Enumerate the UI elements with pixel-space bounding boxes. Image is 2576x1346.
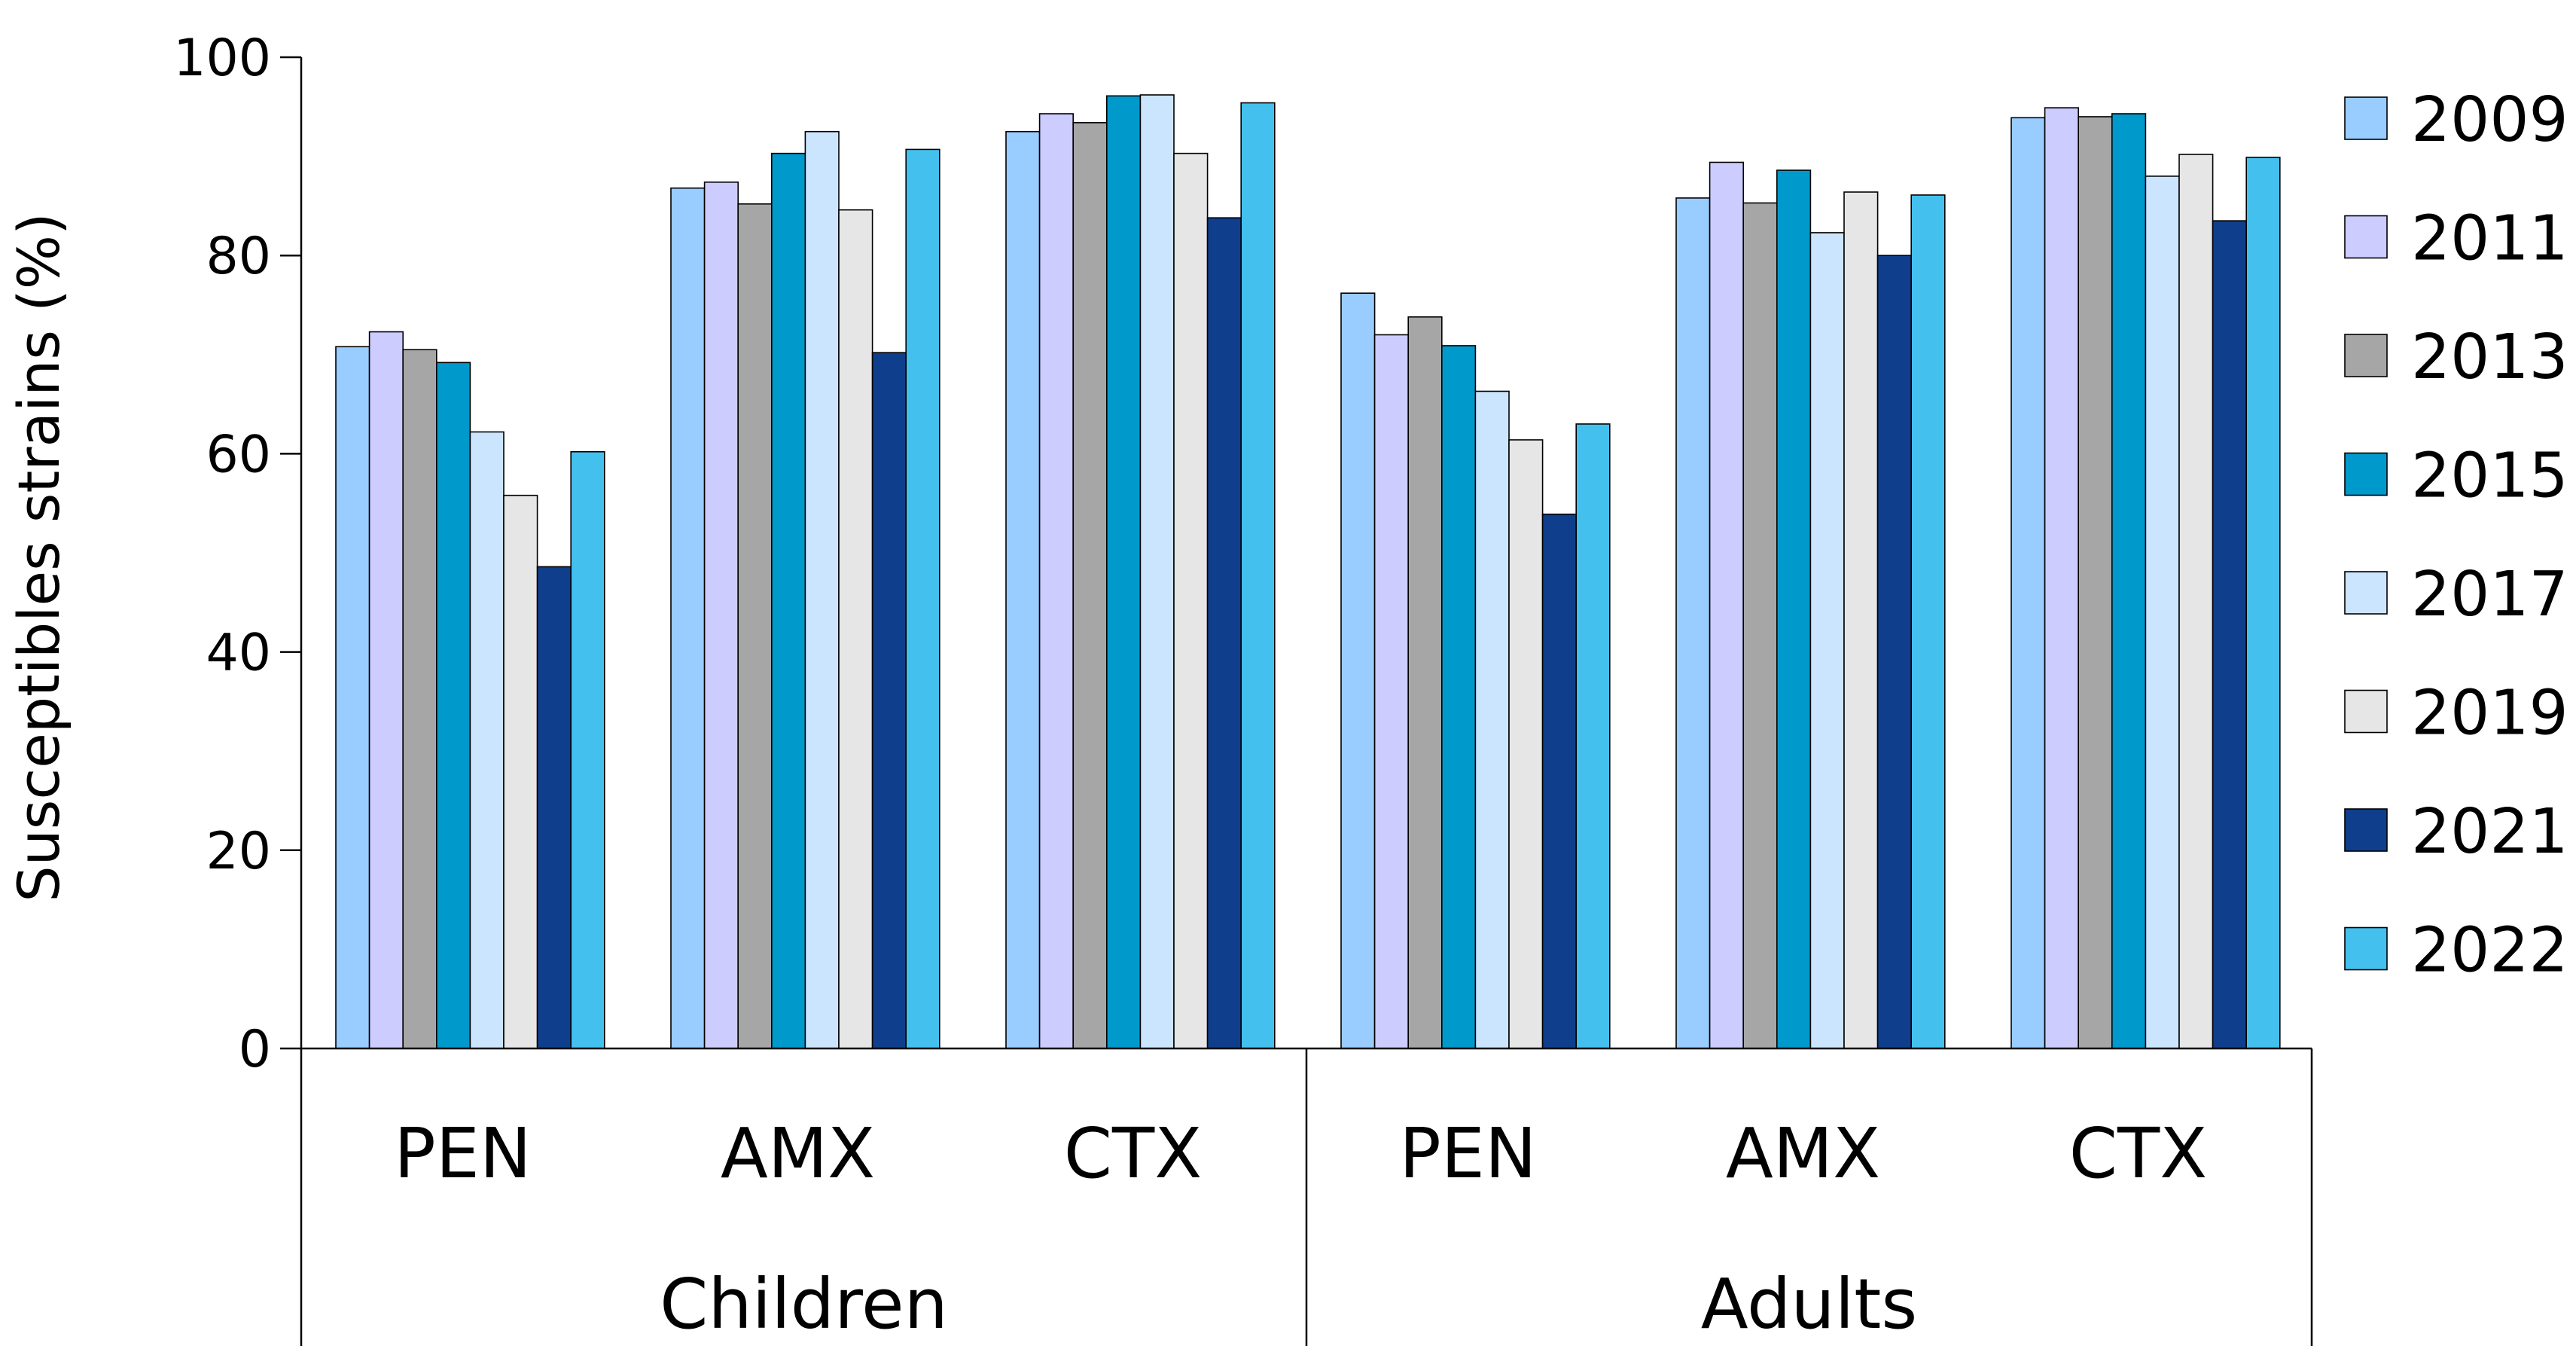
bar-2009-5	[2010, 117, 2046, 1049]
y-tick-label: 100	[173, 29, 271, 88]
bar-2011-4	[1709, 161, 1745, 1049]
bar-2011-1	[703, 182, 739, 1049]
bar-2019-5	[2178, 154, 2214, 1049]
legend-label-2019: 2019	[2411, 678, 2568, 749]
bar-2011-2	[1038, 113, 1074, 1049]
x-axis: PEN AMX CTX PEN AMX CTX Children Adults	[300, 1047, 2313, 1346]
legend-swatch-2019	[2344, 689, 2388, 734]
legend-label-2013: 2013	[2411, 322, 2568, 393]
legend-label-2022: 2022	[2411, 915, 2568, 987]
legend-label-2015: 2015	[2411, 441, 2568, 512]
bar-2017-0	[469, 431, 505, 1049]
bar-2022-0	[570, 450, 605, 1049]
bar-2017-1	[804, 130, 840, 1049]
category-label: PEN	[1399, 1113, 1536, 1194]
legend-label-2021: 2021	[2411, 796, 2568, 868]
y-tick-label: 60	[206, 425, 271, 484]
y-tick-label: 20	[206, 822, 271, 881]
legend: 2009 2011 2013 2015 2017 2019 2021 2022	[2344, 84, 2568, 987]
bar-2009-3	[1340, 292, 1376, 1049]
bar-2011-3	[1373, 334, 1409, 1049]
bar-2013-1	[737, 203, 773, 1049]
bar-2021-5	[2212, 220, 2248, 1049]
bar-2021-3	[1541, 513, 1578, 1049]
bar-2019-1	[838, 209, 873, 1049]
bar-2017-5	[2145, 175, 2180, 1049]
bar-2021-2	[1206, 217, 1242, 1049]
y-tick-label: 40	[206, 624, 271, 683]
legend-swatch-2011	[2344, 215, 2388, 259]
bar-2009-0	[335, 346, 370, 1049]
category-label: AMX	[721, 1113, 875, 1194]
legend-label-2011: 2011	[2411, 203, 2568, 275]
legend-swatch-2015	[2344, 452, 2388, 496]
bar-2022-2	[1240, 102, 1276, 1049]
bar-2022-4	[1910, 194, 1946, 1049]
y-axis-label: Susceptibles strains (%)	[5, 212, 72, 902]
bar-2022-1	[905, 148, 940, 1049]
bar-2019-4	[1843, 191, 1879, 1049]
bar-2013-0	[402, 349, 437, 1049]
legend-swatch-2017	[2344, 571, 2388, 615]
legend-label-2017: 2017	[2411, 559, 2568, 630]
bar-2013-4	[1742, 202, 1778, 1049]
bar-2017-2	[1139, 94, 1175, 1049]
category-label: CTX	[1064, 1113, 1202, 1194]
bar-2015-4	[1776, 169, 1812, 1049]
bar-2011-5	[2044, 107, 2080, 1049]
bar-2017-3	[1474, 390, 1510, 1049]
bar-2022-5	[2245, 157, 2281, 1049]
group-label: Children	[660, 1264, 948, 1344]
bar-2022-3	[1575, 423, 1611, 1049]
bar-2009-4	[1675, 197, 1711, 1049]
y-axis: 0 20 40 60 80 100	[173, 29, 303, 1079]
bar-2015-2	[1106, 95, 1142, 1049]
bar-2009-1	[670, 187, 706, 1049]
legend-swatch-2022	[2344, 926, 2388, 971]
bar-2019-2	[1173, 152, 1209, 1049]
bar-2015-1	[771, 152, 806, 1049]
bar-2021-4	[1876, 255, 1913, 1049]
y-tick-label: 0	[239, 1020, 271, 1079]
category-label: AMX	[1726, 1113, 1880, 1194]
legend-swatch-2013	[2344, 334, 2388, 377]
bar-2015-5	[2111, 113, 2147, 1049]
bar-2011-0	[368, 331, 404, 1049]
bar-2015-3	[1441, 345, 1477, 1049]
bars	[335, 94, 2281, 1049]
category-label: PEN	[394, 1113, 531, 1194]
bar-2021-0	[536, 566, 572, 1049]
bar-2013-3	[1407, 316, 1443, 1049]
bar-2013-5	[2078, 116, 2113, 1049]
bar-2009-2	[1005, 130, 1041, 1049]
group-label: Adults	[1701, 1264, 1918, 1344]
bar-2015-0	[435, 362, 471, 1049]
bar-2013-2	[1072, 122, 1108, 1049]
category-label: CTX	[2069, 1113, 2207, 1194]
bar-2019-0	[503, 494, 538, 1049]
bar-2021-1	[871, 352, 907, 1049]
legend-swatch-2021	[2344, 808, 2388, 852]
bar-2019-3	[1508, 439, 1544, 1049]
legend-label-2009: 2009	[2411, 84, 2568, 156]
y-tick-label: 80	[206, 227, 271, 286]
bar-2017-4	[1809, 232, 1845, 1049]
legend-swatch-2009	[2344, 96, 2388, 140]
